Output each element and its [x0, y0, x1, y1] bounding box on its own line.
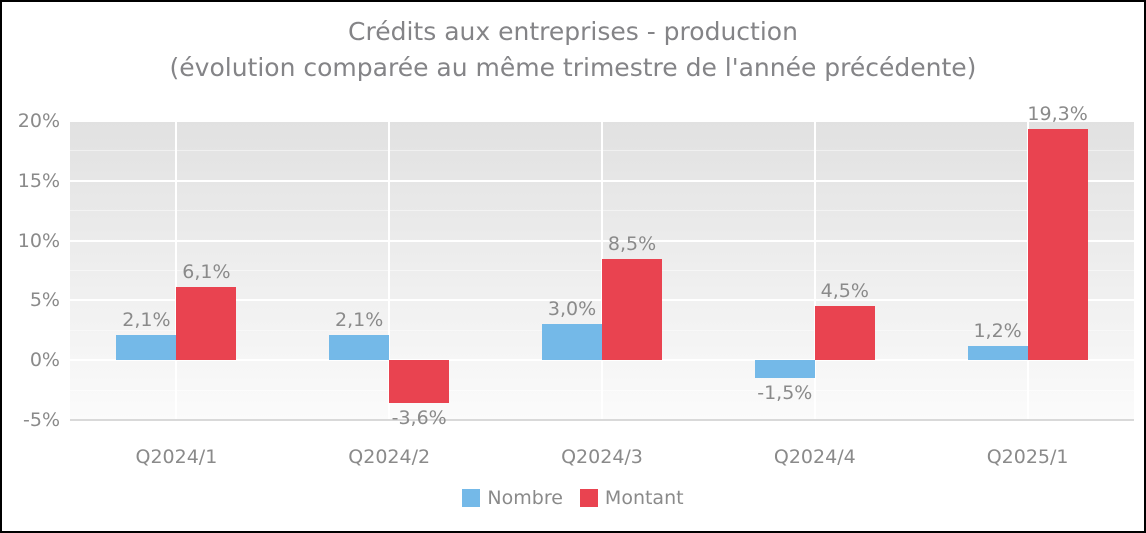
legend-item-nombre: Nombre: [462, 487, 563, 509]
data-label: 6,1%: [182, 261, 231, 284]
legend-label-nombre: Nombre: [487, 487, 563, 509]
chart-title-line2: (évolution comparée au même trimestre de…: [169, 53, 977, 82]
data-label: 4,5%: [820, 280, 869, 303]
data-label: 2,1%: [122, 309, 171, 332]
data-label: 8,5%: [607, 232, 657, 255]
bar-nombre-Q2024/2: [329, 335, 390, 361]
nombre-color-swatch: [462, 489, 481, 507]
legend-label-montant: Montant: [604, 487, 684, 509]
x-category-label: Q2024/4: [773, 446, 856, 468]
x-category-label: Q2025/1: [986, 446, 1069, 468]
bar-nombre-Q2024/3: [542, 324, 602, 361]
x-category-label: Q2024/3: [561, 446, 643, 468]
bar-montant-Q2024/3: [602, 258, 662, 361]
data-label: 19,3%: [1027, 103, 1088, 126]
y-tick-label: 20%: [17, 110, 60, 132]
data-label: 1,2%: [973, 319, 1022, 342]
data-label: -1,5%: [757, 382, 813, 405]
x-axis-line: [70, 419, 1134, 421]
y-tick-label: -5%: [23, 409, 60, 431]
y-axis: 20% 15% 10% 5% 0% -5%: [2, 2, 60, 531]
legend-item-montant: Montant: [579, 487, 684, 509]
chart-title-line1: Crédits aux entreprises - production: [348, 17, 798, 46]
bar-montant-Q2025/1: [1027, 129, 1088, 361]
y-tick-label: 0%: [29, 349, 60, 372]
data-label: -3,6%: [391, 407, 447, 430]
bar-nombre-Q2024/1: [116, 335, 177, 361]
y-tick-label: 10%: [17, 229, 60, 252]
vertical-gridline: [813, 121, 816, 420]
y-tick-label: 15%: [17, 169, 60, 192]
legend: Nombre Montant: [2, 487, 1144, 509]
x-category-label: Q2024/1: [135, 446, 218, 468]
bar-nombre-Q2024/4: [754, 360, 815, 379]
bar-montant-Q2024/2: [389, 360, 450, 404]
data-label: 2,1%: [335, 309, 384, 332]
bar-montant-Q2024/4: [814, 306, 875, 361]
plot-area: 2,1% 2,1% 3,0% -1,5% 1,2% 6,1% -3,6% 8,5% 4,5% 19…: [70, 103, 1134, 429]
vertical-gridline: [388, 121, 391, 420]
x-category-label: Q2024/2: [348, 446, 431, 468]
bar-montant-Q2024/1: [176, 287, 237, 361]
montant-color-swatch: [579, 489, 598, 507]
vertical-gridline: [175, 121, 178, 420]
data-label: 3,0%: [547, 298, 597, 321]
y-tick-label: 5%: [29, 289, 60, 312]
chart-title: Crédits aux entreprises - production (év…: [2, 14, 1144, 86]
bar-nombre-Q2025/1: [967, 345, 1028, 361]
